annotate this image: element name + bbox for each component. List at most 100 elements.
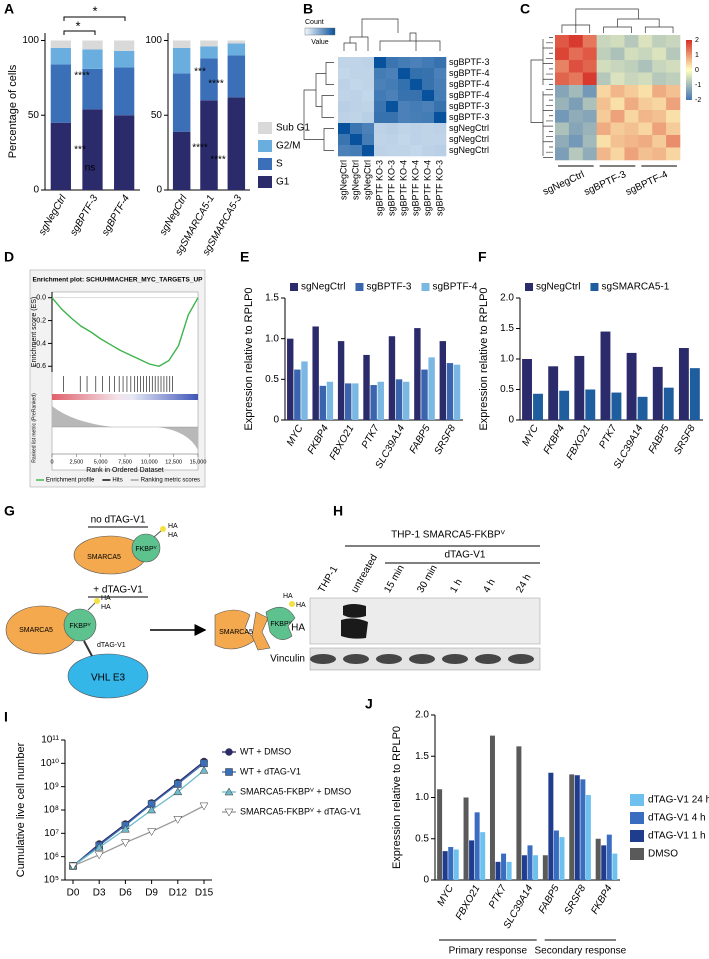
heatmap-cell <box>350 79 363 91</box>
row-label: sgBPTF-4 <box>449 90 490 100</box>
legend-swatch <box>590 283 599 291</box>
heatmap-cell <box>568 85 584 98</box>
heatmap-cell <box>666 110 681 123</box>
heatmap-cell <box>652 72 667 86</box>
series-line <box>72 769 205 867</box>
significance-bracket <box>63 30 96 35</box>
heatmap-cell <box>568 97 584 111</box>
bar <box>606 834 612 880</box>
legend-swatch <box>290 283 298 291</box>
x-tick-label: 7,500 <box>118 459 132 465</box>
heatmap-cell <box>596 60 611 73</box>
group-label: Primary response <box>449 946 528 957</box>
panel-h: H THP-1 SMARCA5-FKBPⱽ dTAG-V1 HA Vinculi… <box>270 503 541 671</box>
heatmap-cell <box>666 97 681 111</box>
heatmap-cell <box>596 122 611 136</box>
legend-label: sgBPTF-4 <box>432 282 477 293</box>
panel-letter: C <box>520 1 530 17</box>
bar-segment <box>82 109 103 190</box>
heatmap-cell <box>582 147 597 161</box>
panel-letter: E <box>240 249 249 265</box>
dendrogram <box>530 37 553 158</box>
x-tick-label: SRSF8 <box>672 423 698 457</box>
legend-label: sgNegCtrl <box>536 282 580 293</box>
heatmap-cell <box>338 112 351 124</box>
panel-letter: H <box>333 503 343 519</box>
heatmap-cell <box>555 122 570 136</box>
heatmap-cell <box>568 135 584 148</box>
bar <box>542 855 548 880</box>
heatmap-cell <box>410 112 423 124</box>
heatmap-cell <box>652 135 667 148</box>
y-axis-label: Ranked list metric (PreRanked) <box>31 393 37 463</box>
rank-metric <box>52 406 198 450</box>
row-label: HA <box>291 623 305 634</box>
bar <box>559 837 565 880</box>
heatmap-cell <box>582 97 597 111</box>
panel-letter: D <box>4 249 14 265</box>
marker <box>199 802 209 811</box>
legend-label: G1 <box>276 177 290 188</box>
y-tick-label: 0.5 <box>500 384 514 395</box>
heatmap-cell <box>410 134 423 146</box>
bar-segment <box>227 55 246 98</box>
heatmap-cell <box>582 85 597 98</box>
legend-swatch <box>258 122 272 134</box>
y-tick-label: 1.5 <box>265 293 279 304</box>
legend-label: dTAG-V1 4 h <box>648 813 706 824</box>
bar <box>601 845 607 880</box>
heatmap-cell <box>582 135 597 148</box>
colorbar-tick-label: 1 <box>695 52 699 59</box>
y-axis-label: Expression relative to RPLP0 <box>478 287 490 430</box>
panel-g: G no dTAG-V1 SMARCA5 FKBPⱽ HA HA + dTAG-… <box>4 503 306 699</box>
x-tick-label: sgBPTF-3 <box>68 193 100 238</box>
heatmap-cell <box>555 97 570 111</box>
band <box>341 604 368 639</box>
bar <box>312 326 319 420</box>
row-label: sgBPTF-3 <box>449 101 490 111</box>
protein-label: FKBPⱽ <box>270 620 291 628</box>
bar <box>294 369 301 420</box>
rank-bar <box>52 394 198 400</box>
heatmap-cell <box>624 97 639 111</box>
heatmap-cell <box>638 35 653 48</box>
bar <box>395 379 403 420</box>
lane-label: 4 h <box>481 577 497 595</box>
heatmap-cell <box>398 145 411 157</box>
heatmap-cell <box>362 79 375 91</box>
y-tick-label: 0 <box>273 415 279 426</box>
bar <box>678 348 689 420</box>
heatmap-cell <box>610 72 625 86</box>
column-label: sgBPTF KO-3 <box>434 160 444 216</box>
tag-label: HA <box>101 595 111 602</box>
legend-swatch <box>525 283 533 291</box>
marker <box>173 787 183 796</box>
heatmap-cell <box>374 79 387 91</box>
heatmap-cell <box>398 112 411 124</box>
bar <box>448 847 454 880</box>
heatmap-cell <box>610 35 625 48</box>
heatmap-cell <box>652 35 667 48</box>
marker <box>68 862 78 871</box>
bar <box>453 364 461 420</box>
heatmap-cell <box>568 110 584 123</box>
heatmap-cell <box>374 123 387 135</box>
y-tick-label: 100 <box>145 35 162 46</box>
heatmap-cell <box>624 35 639 48</box>
heatmap-cell <box>638 47 653 61</box>
band <box>475 654 501 664</box>
heatmap-cell <box>652 147 667 161</box>
legend-label: Enrichment profile <box>46 478 95 484</box>
bar-segment <box>82 49 103 69</box>
bar <box>663 387 674 420</box>
heatmap-cell <box>582 72 597 86</box>
heatmap-cell <box>422 68 435 80</box>
legend-marker <box>224 787 234 796</box>
bar-segment <box>227 97 246 190</box>
protein-label: SMARCA5 <box>219 629 253 636</box>
bar <box>595 838 601 880</box>
heatmap-cell <box>596 97 611 111</box>
legend-label: Sub G1 <box>276 123 310 134</box>
bar-segment <box>50 47 71 65</box>
legend-label: S <box>276 159 283 170</box>
